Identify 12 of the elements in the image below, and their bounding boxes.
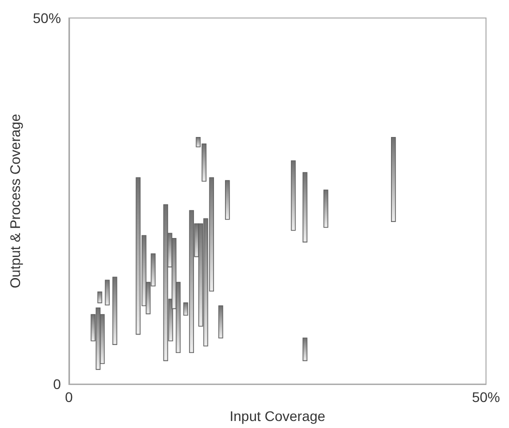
- bar: [302, 172, 308, 242]
- y-axis-title: Output & Process Coverage: [7, 114, 23, 288]
- bar: [112, 276, 118, 345]
- bar: [290, 160, 296, 231]
- bar: [104, 280, 110, 306]
- bar: [391, 136, 396, 222]
- bar: [225, 180, 230, 220]
- bar: [97, 291, 102, 304]
- x-axis-title: Input Coverage: [230, 408, 326, 424]
- bar: [218, 305, 224, 338]
- bar: [323, 190, 328, 228]
- bar: [302, 338, 308, 362]
